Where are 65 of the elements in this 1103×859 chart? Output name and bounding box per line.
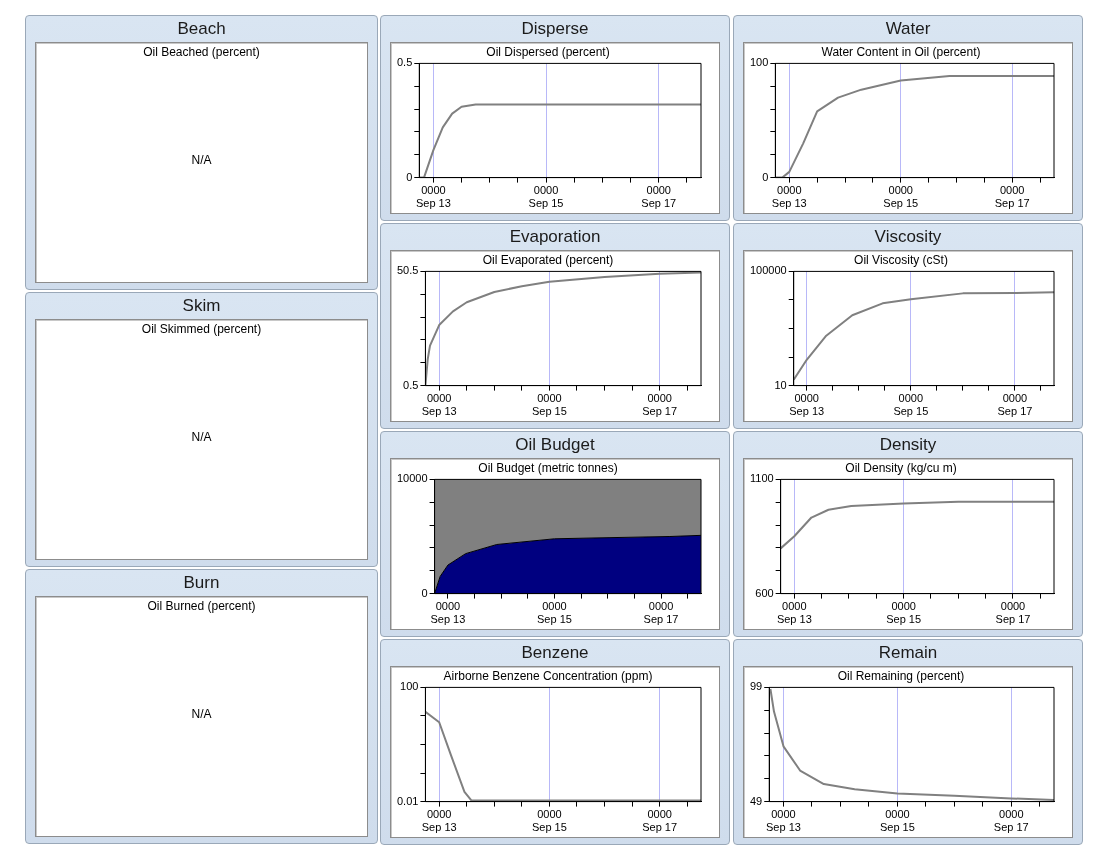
y-tick-label: 600 <box>755 586 774 599</box>
chart-subtitle: Water Content in Oil (percent) <box>821 44 981 59</box>
x-tick-label: 0000 Sep 13 <box>415 184 451 210</box>
y-tick-label: 1100 <box>750 472 774 485</box>
y-tick-label: 10 <box>774 378 787 391</box>
x-tick-label: 0000 Sep 13 <box>421 808 457 834</box>
y-tick-label: 49 <box>749 794 763 807</box>
y-tick-label: 99 <box>749 680 763 693</box>
y-tick-label: 0 <box>762 170 769 183</box>
x-tick-label: 0000 Sep 17 <box>643 600 679 626</box>
x-tick-label: 0000 Sep 13 <box>421 392 457 418</box>
text: Oil Burned (percent) <box>146 598 257 613</box>
chart-subtitle: Oil Dispersed (percent) <box>486 44 610 59</box>
y-tick-label: 0.5 <box>403 378 419 391</box>
text: Burn <box>182 572 221 594</box>
x-tick-label: 0000 Sep 17 <box>994 184 1030 210</box>
chart-title: Evaporation <box>508 226 602 248</box>
x-tick-label: 0000 Sep 15 <box>531 808 567 834</box>
text: Oil Beached (percent) <box>142 44 261 59</box>
text: N/A <box>190 429 213 444</box>
chart-subtitle: Airborne Benzene Concentration (ppm) <box>443 668 653 683</box>
text: N/A <box>190 706 213 721</box>
x-tick-label: 0000 Sep 17 <box>995 600 1031 626</box>
chart-title: Disperse <box>520 18 590 40</box>
chart-title: Density <box>878 434 938 456</box>
chart-title: Water <box>884 18 932 40</box>
text: Skim <box>181 295 222 317</box>
y-tick-label: 0.01 <box>396 794 419 807</box>
x-tick-label: 0000 Sep 13 <box>776 600 812 626</box>
text: Beach <box>176 18 227 40</box>
x-tick-label: 0000 Sep 15 <box>893 392 929 418</box>
x-tick-label: 0000 Sep 17 <box>997 392 1033 418</box>
chart-title: Remain <box>877 642 939 664</box>
chart-subtitle: Oil Remaining (percent) <box>837 668 965 683</box>
text: N/A <box>190 152 213 167</box>
x-tick-label: 0000 Sep 13 <box>771 184 807 210</box>
x-tick-label: 0000 Sep 15 <box>528 184 564 210</box>
x-tick-label: 0000 Sep 15 <box>883 184 919 210</box>
x-tick-label: 0000 Sep 15 <box>879 808 915 834</box>
chart-subtitle: Oil Budget (metric tonnes) <box>478 460 618 475</box>
chart-title: Benzene <box>520 642 590 664</box>
chart-subtitle: Oil Viscosity (cSt) <box>854 252 948 267</box>
y-tick-label: 100000 <box>749 264 787 277</box>
x-tick-label: 0000 Sep 17 <box>993 808 1029 834</box>
y-tick-label: 0.5 <box>396 56 413 69</box>
y-tick-label: 10000 <box>396 472 428 485</box>
y-tick-label: 100 <box>749 56 769 69</box>
y-tick-label: 100 <box>400 680 419 693</box>
x-tick-label: 0000 Sep 15 <box>537 600 572 626</box>
y-tick-label: 50.5 <box>396 264 419 277</box>
chart-title: Viscosity <box>873 226 943 248</box>
text: Oil Skimmed (percent) <box>140 321 263 336</box>
x-tick-label: 0000 Sep 13 <box>789 392 825 418</box>
x-tick-label: 0000 Sep 17 <box>642 808 678 834</box>
chart-subtitle: Oil Density (kg/cu m) <box>845 460 957 475</box>
x-tick-label: 0000 Sep 15 <box>531 392 567 418</box>
x-tick-label: 0000 Sep 13 <box>430 600 466 626</box>
x-tick-label: 0000 Sep 15 <box>886 600 922 626</box>
chart-subtitle: Oil Evaporated (percent) <box>482 252 614 267</box>
y-tick-label: 0 <box>406 170 413 183</box>
x-tick-label: 0000 Sep 17 <box>642 392 678 418</box>
chart-title: Oil Budget <box>514 434 596 456</box>
x-tick-label: 0000 Sep 13 <box>766 808 801 834</box>
y-tick-label: 0 <box>421 586 428 599</box>
x-tick-label: 0000 Sep 17 <box>641 184 677 210</box>
